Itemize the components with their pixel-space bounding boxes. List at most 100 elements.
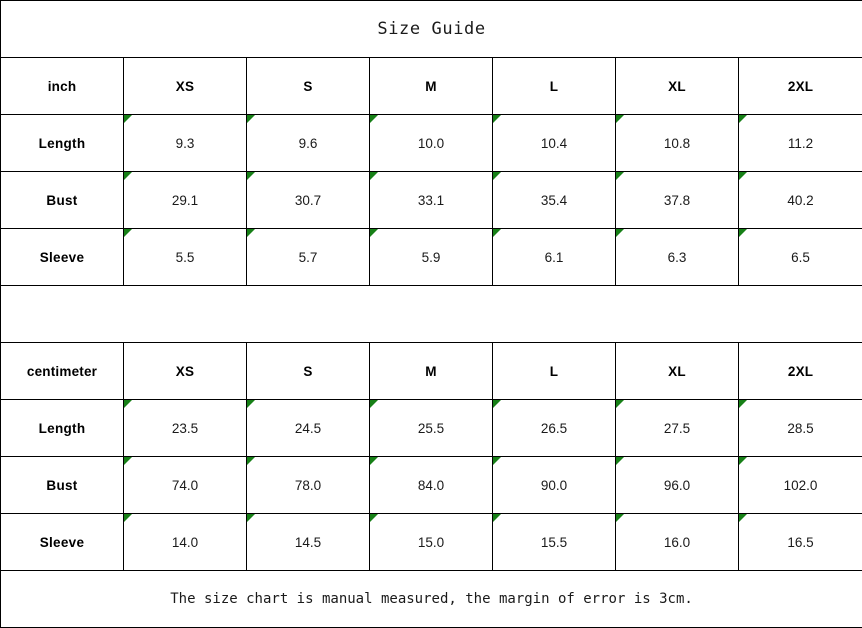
page-title: Size Guide xyxy=(0,0,862,58)
comment-marker-icon xyxy=(124,229,132,237)
comment-marker-icon xyxy=(493,172,501,180)
cell-value: 90.0 xyxy=(540,477,568,493)
cell-cm-length-s: 24.5 xyxy=(246,399,370,457)
cell-value: 84.0 xyxy=(417,477,445,493)
cell-cm-sleeve-s: 14.5 xyxy=(246,513,370,571)
cell-value: 23.5 xyxy=(171,420,199,436)
comment-marker-icon xyxy=(370,457,378,465)
title-row: Size Guide xyxy=(0,0,862,58)
cell-value: 15.0 xyxy=(417,534,445,550)
cell-value: 25.5 xyxy=(417,420,445,436)
cell-value: 37.8 xyxy=(663,192,691,208)
cell-value: 35.4 xyxy=(540,192,568,208)
comment-marker-icon xyxy=(247,229,255,237)
cell-cm-bust-m: 84.0 xyxy=(369,456,493,514)
cell-value: 102.0 xyxy=(783,477,818,493)
cell-value: 10.4 xyxy=(540,135,568,151)
comment-marker-icon xyxy=(493,229,501,237)
cell-value: 5.9 xyxy=(421,249,441,265)
size-header-l-cm: L xyxy=(492,342,616,400)
cell-value: 16.0 xyxy=(663,534,691,550)
table-row: Length 9.3 9.6 10.0 10.4 10.8 11.2 xyxy=(0,114,862,172)
table-row: Sleeve 5.5 5.7 5.9 6.1 6.3 6.5 xyxy=(0,228,862,286)
cell-cm-length-2xl: 28.5 xyxy=(737,399,862,457)
row-label-sleeve-cm: Sleeve xyxy=(0,513,124,571)
size-header-m-inch: M xyxy=(369,57,493,115)
comment-marker-icon xyxy=(739,400,747,408)
cell-value: 27.5 xyxy=(663,420,691,436)
cell-cm-length-m: 25.5 xyxy=(369,399,493,457)
cell-value: 74.0 xyxy=(171,477,199,493)
cell-value: 10.0 xyxy=(417,135,445,151)
cell-cm-bust-l: 90.0 xyxy=(492,456,616,514)
comment-marker-icon xyxy=(739,172,747,180)
cell-inch-length-m: 10.0 xyxy=(369,114,493,172)
centimeter-header-row: centimeter XS S M L XL 2XL xyxy=(0,342,862,400)
comment-marker-icon xyxy=(370,115,378,123)
cell-cm-bust-xs: 74.0 xyxy=(123,456,247,514)
cell-inch-sleeve-xl: 6.3 xyxy=(615,228,739,286)
cell-inch-length-xl: 10.8 xyxy=(615,114,739,172)
cell-inch-length-xs: 9.3 xyxy=(123,114,247,172)
cell-cm-bust-s: 78.0 xyxy=(246,456,370,514)
cell-value: 26.5 xyxy=(540,420,568,436)
comment-marker-icon xyxy=(247,400,255,408)
comment-marker-icon xyxy=(493,457,501,465)
size-header-s-inch: S xyxy=(246,57,370,115)
comment-marker-icon xyxy=(493,400,501,408)
cell-value: 78.0 xyxy=(294,477,322,493)
size-header-xl-cm: XL xyxy=(615,342,739,400)
cell-inch-bust-xs: 29.1 xyxy=(123,171,247,229)
cell-inch-sleeve-m: 5.9 xyxy=(369,228,493,286)
comment-marker-icon xyxy=(370,514,378,522)
comment-marker-icon xyxy=(739,229,747,237)
size-header-xl-inch: XL xyxy=(615,57,739,115)
cell-value: 11.2 xyxy=(787,135,814,151)
comment-marker-icon xyxy=(124,115,132,123)
comment-marker-icon xyxy=(493,115,501,123)
cell-inch-bust-s: 30.7 xyxy=(246,171,370,229)
cell-inch-length-l: 10.4 xyxy=(492,114,616,172)
cell-cm-length-xl: 27.5 xyxy=(615,399,739,457)
comment-marker-icon xyxy=(124,172,132,180)
cell-cm-length-l: 26.5 xyxy=(492,399,616,457)
cell-value: 96.0 xyxy=(663,477,691,493)
cell-inch-sleeve-xs: 5.5 xyxy=(123,228,247,286)
comment-marker-icon xyxy=(124,457,132,465)
row-label-length-cm: Length xyxy=(0,399,124,457)
cell-inch-length-2xl: 11.2 xyxy=(737,114,862,172)
comment-marker-icon xyxy=(247,115,255,123)
cell-cm-bust-2xl: 102.0 xyxy=(737,456,862,514)
cell-value: 5.7 xyxy=(298,249,318,265)
size-header-m-cm: M xyxy=(369,342,493,400)
comment-marker-icon xyxy=(616,229,624,237)
comment-marker-icon xyxy=(247,172,255,180)
cell-value: 6.3 xyxy=(667,249,687,265)
table-row: Bust 74.0 78.0 84.0 90.0 96.0 102.0 xyxy=(0,456,862,514)
unit-label-inch: inch xyxy=(0,57,124,115)
cell-cm-length-xs: 23.5 xyxy=(123,399,247,457)
table-row: Bust 29.1 30.7 33.1 35.4 37.8 40.2 xyxy=(0,171,862,229)
size-header-s-cm: S xyxy=(246,342,370,400)
size-header-2xl-cm: 2XL xyxy=(737,342,862,400)
comment-marker-icon xyxy=(739,514,747,522)
comment-marker-icon xyxy=(616,172,624,180)
measurement-disclaimer: The size chart is manual measured, the m… xyxy=(0,570,862,628)
cell-value: 6.5 xyxy=(791,249,810,265)
cell-inch-sleeve-2xl: 6.5 xyxy=(737,228,862,286)
unit-label-centimeter: centimeter xyxy=(0,342,124,400)
cell-value: 14.0 xyxy=(171,534,199,550)
size-header-2xl-inch: 2XL xyxy=(737,57,862,115)
cell-inch-sleeve-s: 5.7 xyxy=(246,228,370,286)
table-separator-row xyxy=(0,285,862,343)
cell-value: 29.1 xyxy=(171,192,199,208)
cell-value: 14.5 xyxy=(294,534,322,550)
cell-value: 15.5 xyxy=(540,534,568,550)
cell-value: 30.7 xyxy=(294,192,322,208)
cell-value: 28.5 xyxy=(787,420,814,436)
cell-value: 16.5 xyxy=(787,534,814,550)
cell-value: 9.6 xyxy=(298,135,318,151)
comment-marker-icon xyxy=(739,115,747,123)
